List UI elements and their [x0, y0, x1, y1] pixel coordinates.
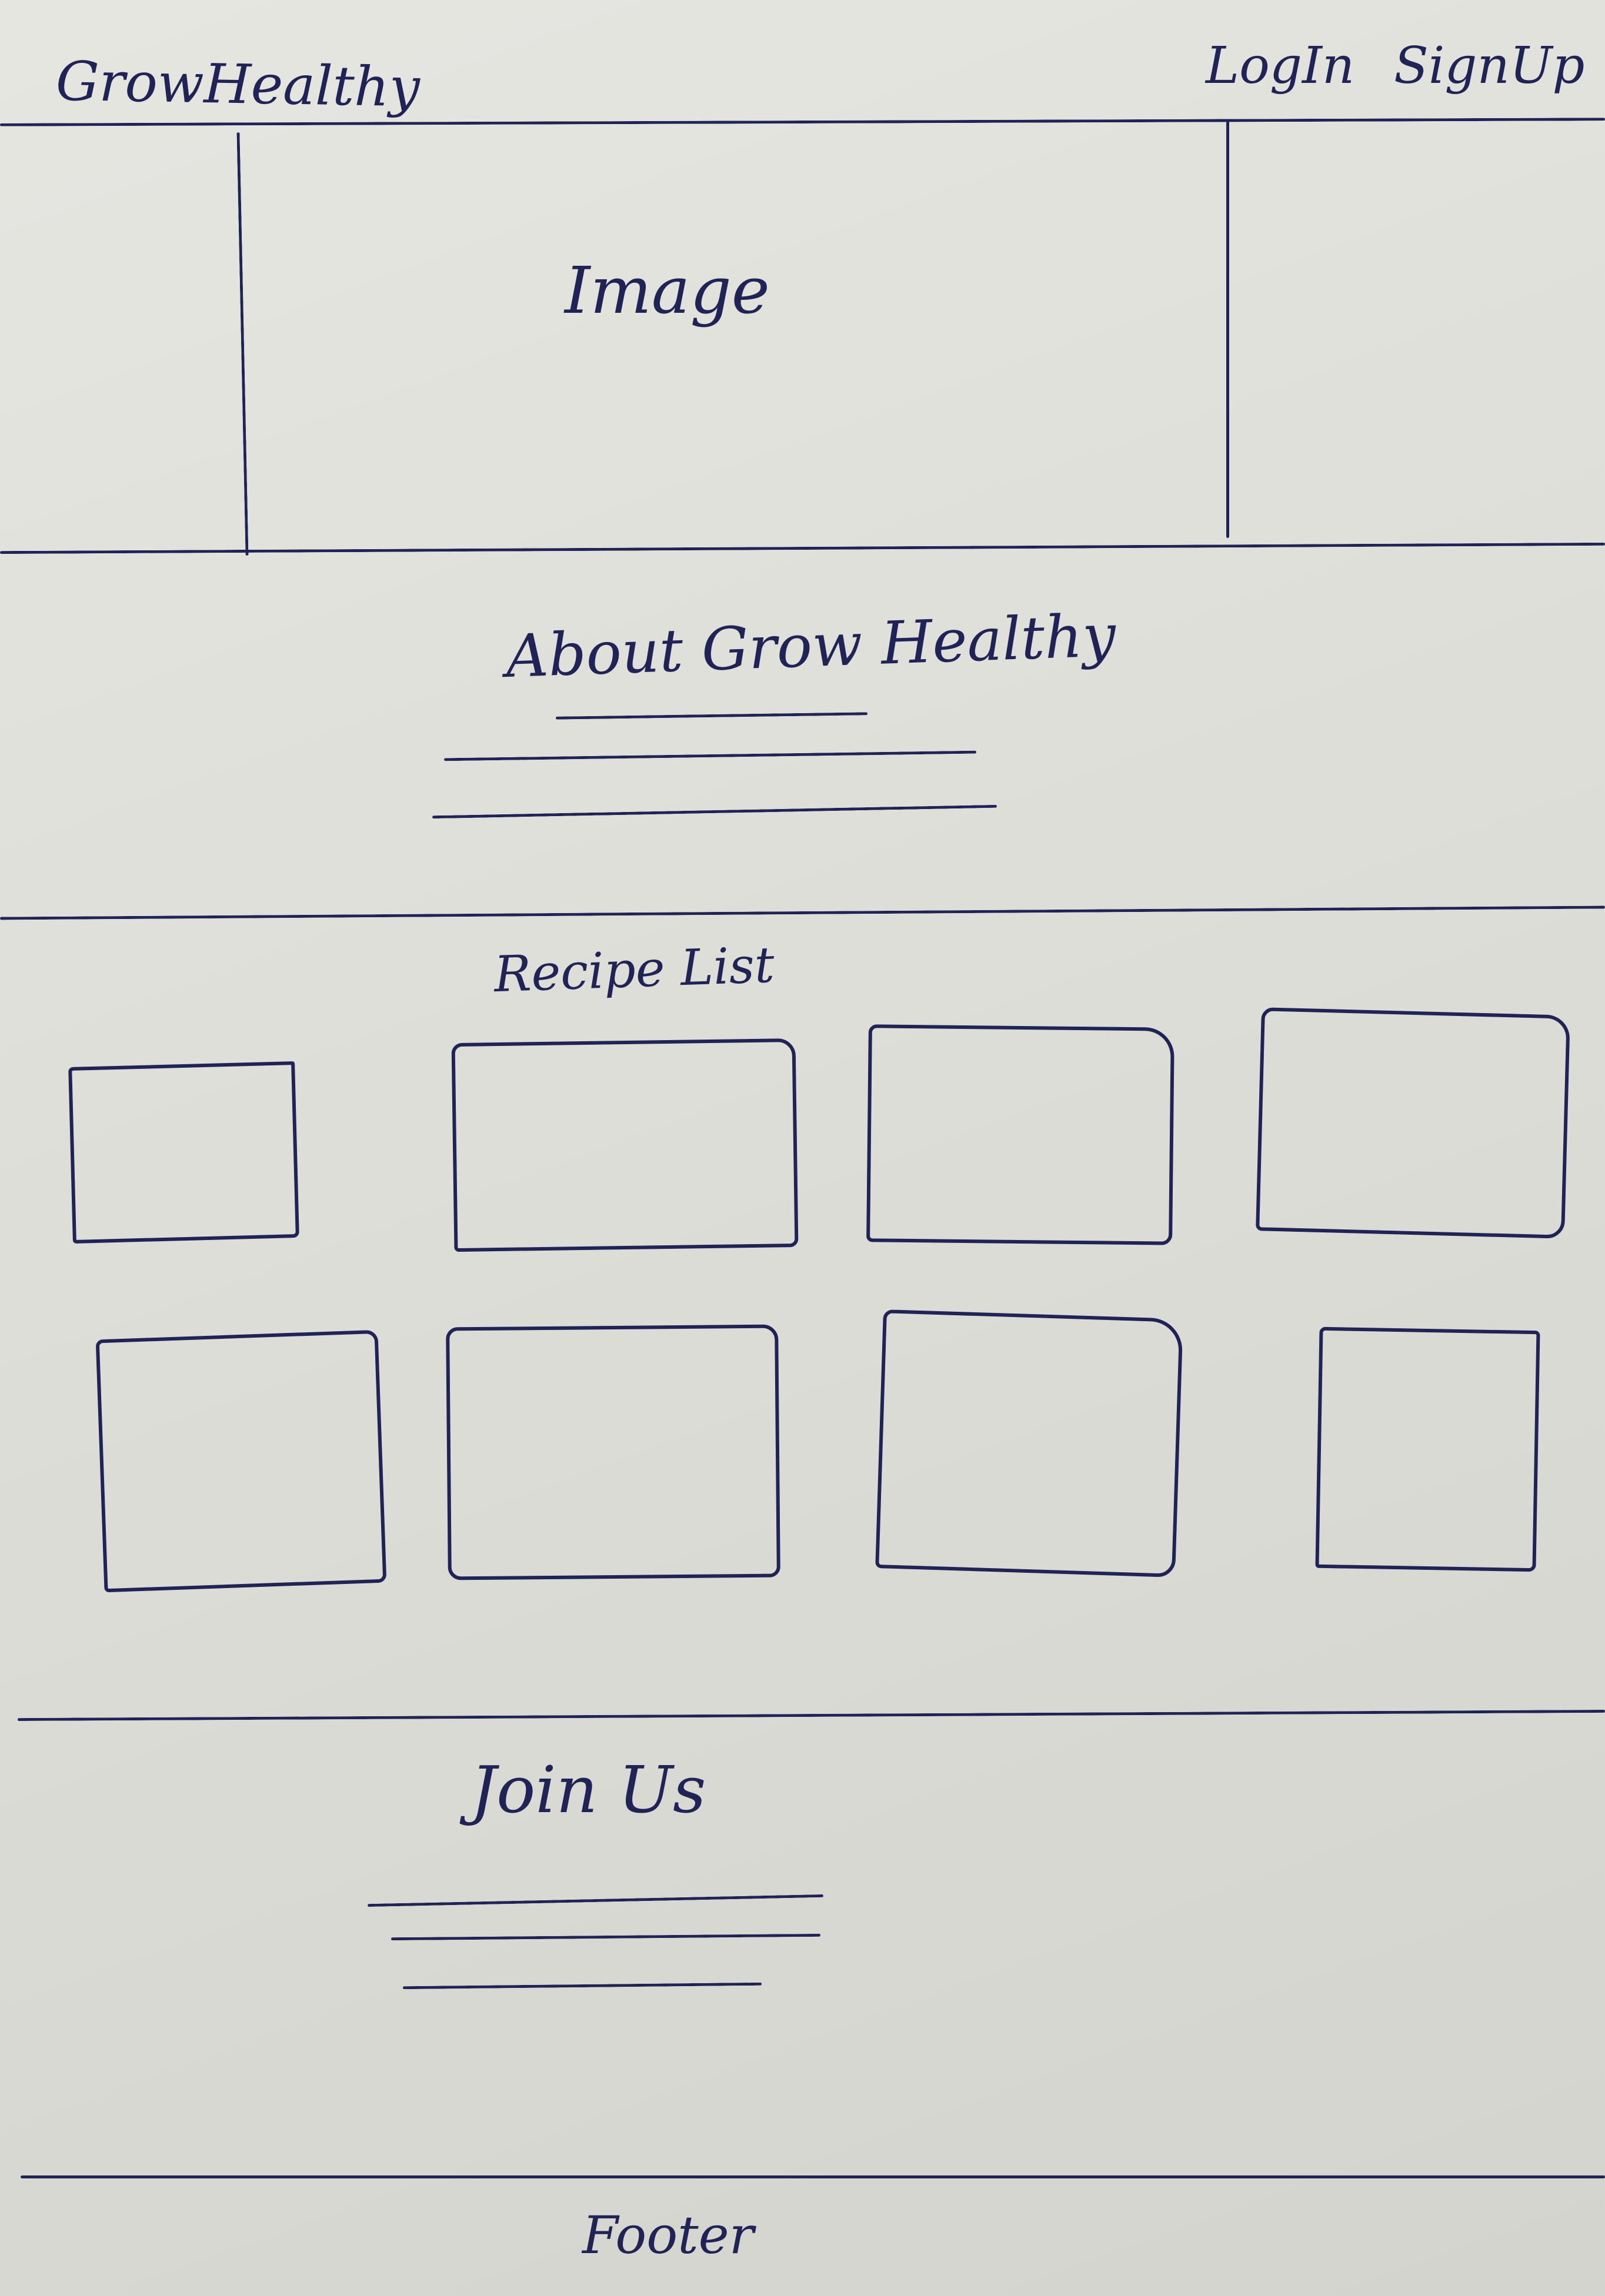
- recipe-card[interactable]: [875, 1309, 1183, 1578]
- hero-image-right-edge: [1226, 121, 1229, 538]
- recipe-card[interactable]: [451, 1038, 799, 1252]
- recipe-card[interactable]: [866, 1024, 1174, 1245]
- join-text-line: [368, 1894, 823, 1907]
- hero-image-left-edge: [236, 132, 249, 556]
- recipe-card[interactable]: [1315, 1326, 1540, 1572]
- brand-logo[interactable]: GrowHealthy: [55, 49, 421, 119]
- hero-image-placeholder: Image: [565, 253, 770, 328]
- header-divider: [0, 118, 1605, 126]
- join-title: Join Us: [471, 1752, 706, 1827]
- signup-link[interactable]: SignUp: [1394, 36, 1585, 95]
- recipes-title: Recipe List: [493, 935, 776, 1004]
- about-text-line: [432, 804, 997, 819]
- hero-divider: [0, 542, 1605, 554]
- about-divider: [0, 905, 1605, 920]
- recipe-card[interactable]: [1256, 1007, 1570, 1239]
- recipe-card[interactable]: [446, 1324, 780, 1580]
- recipe-card[interactable]: [95, 1329, 387, 1593]
- footer-divider: [21, 2175, 1605, 2178]
- recipe-card[interactable]: [68, 1061, 299, 1244]
- about-text-line: [444, 750, 976, 761]
- about-title-underline: [555, 712, 868, 720]
- login-link[interactable]: LogIn: [1206, 36, 1355, 95]
- join-text-line: [391, 1933, 821, 1941]
- join-text-line: [402, 1982, 762, 1990]
- footer: Footer: [582, 2205, 754, 2265]
- recipes-divider: [18, 1709, 1605, 1722]
- about-title: About Grow Healthy: [505, 600, 1117, 691]
